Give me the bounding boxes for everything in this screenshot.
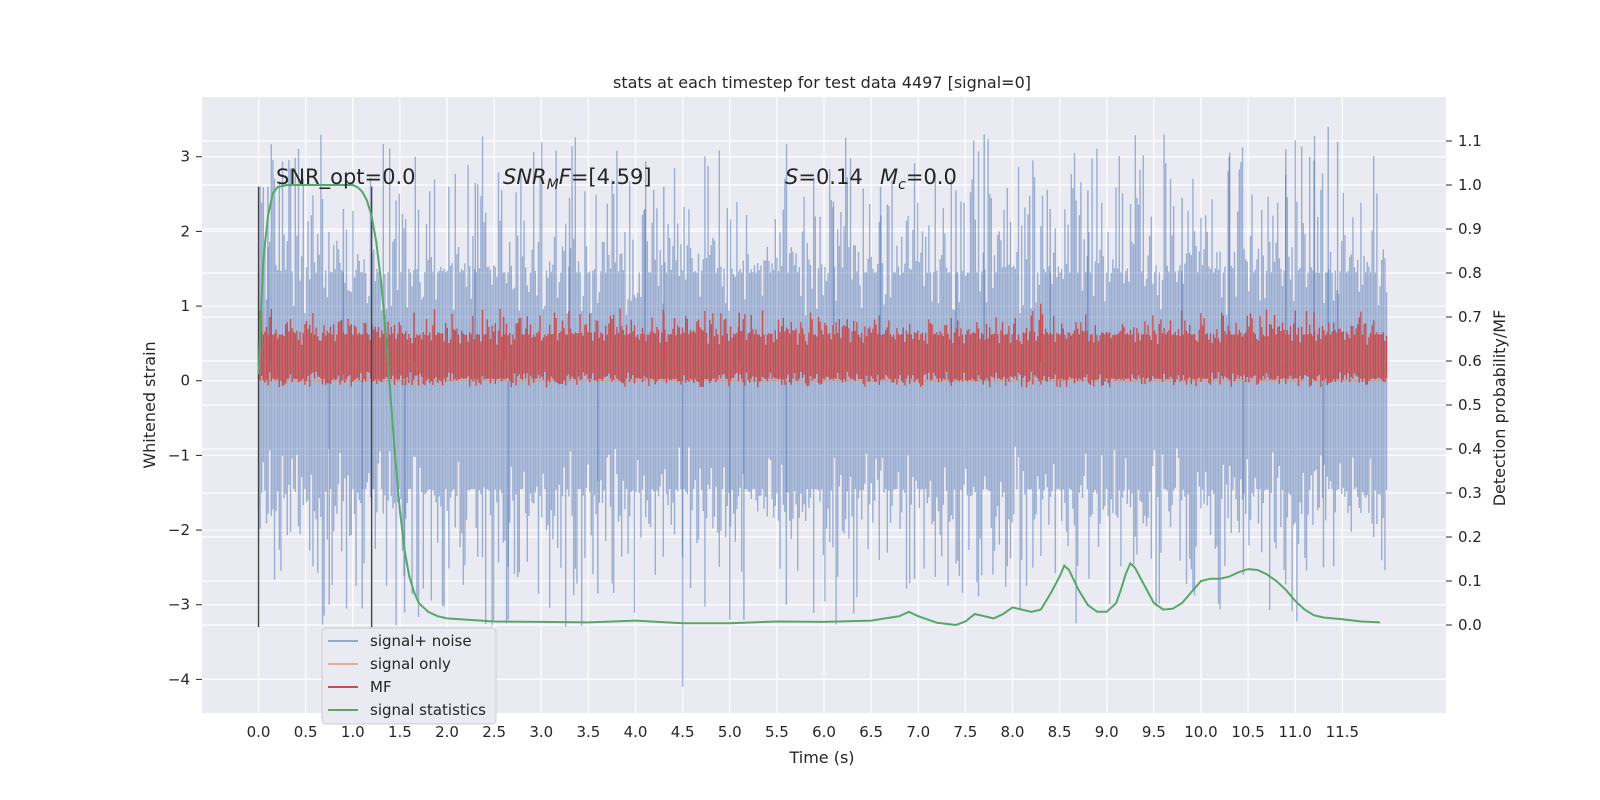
chart-title: stats at each timestep for test data 449…	[613, 73, 1031, 92]
x-tick-label-2: 1.0	[341, 723, 365, 741]
annotation-snr-mf-value: =[4.59]	[571, 165, 652, 189]
y2-tick-label-3: 0.8	[1458, 264, 1482, 282]
x-tick-label-9: 4.5	[671, 723, 695, 741]
x-tick-label-21: 10.5	[1231, 723, 1264, 741]
x-tick-label-17: 8.5	[1048, 723, 1072, 741]
x-tick-label-19: 9.5	[1142, 723, 1166, 741]
x-axis-label: Time (s)	[788, 748, 854, 767]
annotation-mc: Mc=0.0	[880, 165, 957, 193]
legend: signal+ noise signal only MF signal stat…	[321, 627, 497, 725]
y2-tick-label-6: 0.5	[1458, 396, 1482, 414]
series-mf	[257, 303, 1388, 388]
y2-tick-label-10: 0.1	[1458, 572, 1482, 590]
x-axis-ticks: 0.0 0.5 1.0 1.5 2.0 2.5 3.0 3.5 4.0 4.5 5.0 5.5 6.0 6…	[247, 723, 1359, 741]
legend-box	[321, 627, 497, 725]
y2-tick-label-4: 0.7	[1458, 308, 1482, 326]
y2-tick-label-8: 0.3	[1458, 484, 1482, 502]
x-tick-label-10: 5.0	[718, 723, 742, 741]
x-tick-label-1: 0.5	[294, 723, 318, 741]
x-tick-label-11: 5.5	[765, 723, 789, 741]
x-tick-label-23: 11.5	[1326, 723, 1359, 741]
y2-axis-label: Detection probability/MF	[1490, 310, 1509, 507]
y-tick-label-3: 0	[180, 372, 190, 390]
y-tick-label-1: 2	[180, 222, 190, 240]
x-tick-label-22: 11.0	[1279, 723, 1312, 741]
y-axis-ticks: 3 2 1 0 −1 −2 −3 −4	[168, 148, 202, 688]
x-tick-label-0: 0.0	[247, 723, 271, 741]
annotation-snr-mf: SNRMF=[4.59]	[503, 165, 652, 193]
y-tick-label-2: 1	[180, 297, 190, 315]
x-tick-label-15: 7.5	[953, 723, 977, 741]
y-tick-label-6: −3	[168, 596, 190, 614]
annotation-snr-mf-symbol: SNR	[503, 165, 547, 189]
y2-tick-label-11: 0.0	[1458, 616, 1482, 634]
y2-tick-label-1: 1.0	[1458, 176, 1482, 194]
legend-label-signal-statistics: signal statistics	[370, 701, 486, 719]
legend-label-signal-only: signal only	[370, 655, 451, 673]
annotation-snr-mf-sub: M	[547, 177, 559, 193]
x-tick-label-16: 8.0	[1001, 723, 1025, 741]
annotation-mc-sub: c	[898, 177, 906, 193]
legend-label-signal-noise: signal+ noise	[370, 632, 472, 650]
series-signal-statistics	[257, 184, 1381, 627]
y-tick-label-7: −4	[168, 670, 190, 688]
x-tick-label-18: 9.0	[1095, 723, 1119, 741]
event-markers	[257, 186, 373, 628]
x-tick-label-3: 1.5	[388, 723, 412, 741]
x-tick-label-13: 6.5	[859, 723, 883, 741]
x-tick-label-7: 3.5	[576, 723, 600, 741]
annotation-mc-symbol: M	[880, 165, 898, 189]
annotation-s-symbol: S	[785, 165, 798, 189]
y2-tick-label-0: 1.1	[1458, 132, 1482, 150]
annotation-snr-mf-f: F	[559, 165, 572, 189]
annotation-s: S=0.14	[785, 165, 863, 189]
annotation-snr-opt: SNR_opt=0.0	[276, 165, 416, 190]
x-tick-label-14: 7.0	[906, 723, 930, 741]
x-tick-label-6: 3.0	[529, 723, 553, 741]
x-tick-label-20: 10.0	[1184, 723, 1217, 741]
y2-tick-label-2: 0.9	[1458, 220, 1482, 238]
x-tick-label-5: 2.5	[482, 723, 506, 741]
y2-tick-label-9: 0.2	[1458, 528, 1482, 546]
x-tick-label-8: 4.0	[624, 723, 648, 741]
y-tick-label-5: −2	[168, 521, 190, 539]
x-tick-label-4: 2.0	[435, 723, 459, 741]
y2-tick-label-5: 0.6	[1458, 352, 1482, 370]
signal-statistics-line	[257, 184, 1381, 627]
y-tick-label-0: 3	[180, 148, 190, 166]
y2-tick-label-7: 0.4	[1458, 440, 1482, 458]
annotation-s-value: =0.14	[798, 165, 862, 189]
y-axis-label: Whitened strain	[140, 341, 159, 468]
annotation-mc-value: =0.0	[906, 165, 957, 189]
legend-label-mf: MF	[370, 678, 392, 696]
x-tick-label-12: 6.0	[812, 723, 836, 741]
y2-axis-ticks: 1.1 1.0 0.9 0.8 0.7 0.6 0.5 0.4 0.3 0.2 0.1 0.0	[1446, 132, 1482, 634]
y-tick-label-4: −1	[168, 446, 190, 464]
